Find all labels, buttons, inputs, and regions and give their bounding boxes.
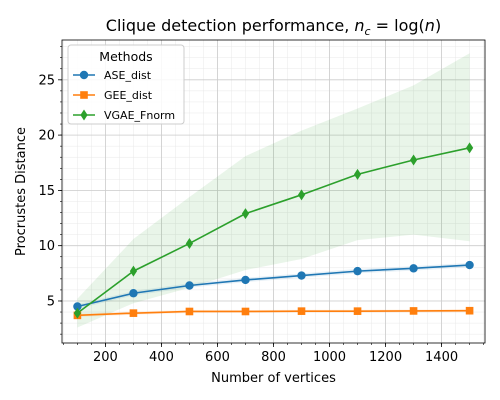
legend-label-GEE_dist: GEE_dist: [104, 89, 153, 102]
data-point-ASE_dist: [129, 289, 138, 298]
chart-title-main: Clique detection performance,: [106, 16, 355, 35]
legend-marker-GEE_dist: [80, 91, 88, 99]
legend: Methods ASE_dist GEE_dist VGAE_Fnorm: [67, 44, 185, 125]
data-point-ASE_dist: [409, 264, 418, 273]
chart-title-rest: = log(: [371, 16, 425, 35]
data-point-GEE_dist: [241, 307, 250, 316]
chart-title-subscript: c: [365, 25, 371, 38]
x-tick-label: 200: [93, 350, 118, 365]
data-point-ASE_dist: [297, 271, 306, 280]
data-point-ASE_dist: [353, 266, 362, 276]
data-point-ASE_dist: [73, 302, 82, 311]
legend-label-VGAE_Fnorm: VGAE_Fnorm: [104, 109, 175, 122]
legend-title: Methods: [99, 49, 152, 64]
axis-ticks: 200 400 600 800 1000 1200 1400 5 10 15 20 25: [38, 46, 484, 365]
y-axis-label: Procrustes Distance: [14, 127, 29, 256]
x-tick-label: 600: [205, 350, 230, 365]
major-grid: [62, 40, 485, 343]
series-line-GEE_dist: [77, 309, 470, 317]
series-markers: [73, 142, 474, 320]
data-point-ASE_dist: [465, 260, 474, 270]
legend-marker-ASE_dist: [79, 70, 89, 80]
x-axis-label: Number of vertices: [211, 371, 336, 386]
series-line-VGAE_Fnorm: [76, 147, 470, 314]
data-point-VGAE_Fnorm: [73, 307, 82, 319]
x-tick-label: 1200: [369, 350, 402, 365]
data-point-VGAE_Fnorm: [185, 237, 194, 249]
chart-title: Clique detection performance, nc = log(n…: [106, 16, 441, 38]
data-point-ASE_dist: [241, 275, 250, 285]
y-tick-label: 15: [38, 184, 55, 199]
data-point-GEE_dist: [409, 307, 418, 315]
x-tick-label: 400: [149, 350, 174, 365]
x-tick-label: 800: [261, 350, 286, 365]
data-point-GEE_dist: [297, 307, 306, 315]
data-point-GEE_dist: [465, 306, 474, 315]
chart-title-end: ): [435, 16, 441, 35]
legend-box: [67, 44, 185, 125]
data-point-VGAE_Fnorm: [129, 265, 138, 277]
data-point-ASE_dist: [185, 281, 194, 290]
x-tick-label: 1400: [425, 350, 458, 365]
y-tick-label: 5: [47, 294, 55, 309]
y-tick-label: 20: [38, 129, 55, 144]
band-VGAE_Fnorm: [77, 53, 470, 328]
x-tick-label: 1000: [313, 350, 346, 365]
data-point-GEE_dist: [129, 309, 138, 317]
data-point-VGAE_Fnorm: [465, 142, 474, 154]
data-point-VGAE_Fnorm: [297, 189, 306, 201]
data-point-VGAE_Fnorm: [353, 168, 362, 180]
legend-marker-VGAE_Fnorm: [80, 109, 88, 121]
data-point-VGAE_Fnorm: [241, 208, 250, 220]
y-tick-label: 10: [38, 239, 55, 254]
data-point-VGAE_Fnorm: [409, 154, 418, 166]
y-tick-label: 25: [38, 73, 55, 88]
data-point-GEE_dist: [185, 307, 194, 316]
legend-label-ASE_dist: ASE_dist: [104, 69, 152, 82]
series-lines: [76, 147, 470, 317]
chart-title-math-n2: n: [425, 16, 435, 35]
data-point-GEE_dist: [353, 307, 362, 315]
series-line-ASE_dist: [77, 264, 470, 308]
chart-title-math-n: n: [354, 16, 364, 35]
